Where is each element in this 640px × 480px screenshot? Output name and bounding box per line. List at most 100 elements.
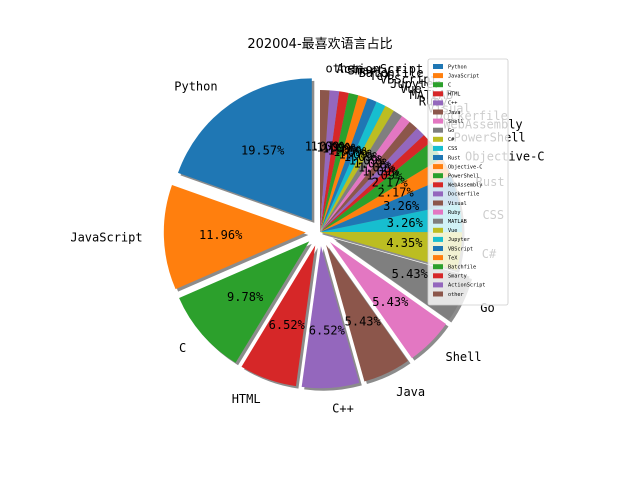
legend-label-vbscript: VBScript [448,246,473,252]
slice-label-c: C++ [332,402,354,416]
legend-label-java: Java [448,110,461,116]
legend-label-html: HTML [448,92,461,98]
slice-percent-visual: 1.09% [358,160,395,174]
legend-swatch-visual [433,200,443,206]
legend-label-css: CSS [448,146,457,152]
legend-swatch-smarty [433,273,443,279]
legend-label-shell: Shell [448,119,464,125]
slice-label-vue: Vue [400,82,422,96]
legend-swatch-dockerfile [433,191,443,197]
legend-label-visual: Visual [448,201,467,207]
legend-label-actionscript: ActionScript [448,283,485,289]
slice-percent-shell: 5.43% [372,295,409,309]
slice-percent-tex: 1.09% [328,143,365,157]
slice-label-tex: TeX [369,69,391,83]
slice-percent-webassembly: 1.09% [366,169,403,183]
pie-slice-python [177,78,312,221]
legend-swatch-vue [433,227,443,233]
slice-percent-ruby: 1.09% [353,157,390,171]
legend-label-c: C [448,83,451,89]
slice-percent-powershell: 2.17% [372,175,409,189]
slice-label-html: HTML [232,392,261,406]
slice-label-c: C [179,341,186,355]
pie-slice-rust [320,175,460,232]
pie-slice-c [179,241,310,363]
legend-frame [427,58,509,306]
slice-percent-java: 5.43% [345,314,382,328]
legend-swatch-css [433,145,443,151]
pie-slice-other [320,90,330,232]
legend-label-ruby: Ruby [448,210,461,216]
pie-slice-visual [320,121,418,232]
legend-swatch-objective-c [433,164,443,170]
slice-percent-c: 6.52% [309,324,346,338]
pie-slice-javascript [163,184,306,290]
slice-label-actionscript: ActionScript [337,62,424,76]
pie-slice-vue [320,105,394,232]
pie-slice-powershell [320,142,442,232]
legend-swatch-c [433,100,443,106]
pie-slice-objective-c [320,158,451,232]
legend-swatch-batchfile [433,264,443,270]
pie-slice-ruby [320,116,410,232]
slice-percent-rust: 3.26% [383,199,420,213]
slice-label-python: Python [174,80,217,94]
slice-label-batchfile: Batchfile [359,66,424,80]
legend-swatch-actionscript [433,282,443,288]
slice-percent-css: 3.26% [387,216,424,230]
legend-label-powershell: PowerShell [448,174,479,180]
slice-percent-objective-c: 2.17% [378,185,415,199]
slice-percent-smarty: 1.09% [316,141,353,155]
legend-label-tex: TeX [448,255,458,261]
chart-title: 202004-最喜欢语言占比 [247,37,392,52]
slice-percent-other: 1.07% [305,139,342,153]
legend-swatch-ruby [433,209,443,215]
legend-swatch-tex [433,255,443,261]
slice-percent-matlab: 1.09% [349,153,386,167]
slice-label-java: Java [396,385,425,399]
slice-percent-c: 4.35% [386,236,423,250]
legend-label-batchfile: Batchfile [448,265,476,271]
legend-label-c: C++ [448,101,457,107]
slice-percent-vbscript: 1.09% [333,145,370,159]
legend-label-jupyter: Jupyter [448,237,470,243]
legend-swatch-shell [433,118,443,124]
slice-label-smarty: Smarty [348,64,391,78]
slice-label-other: other [325,61,361,75]
legend-swatch-python [433,64,443,69]
legend-label-dockerfile: Dockerfile [448,192,479,198]
slice-percent-dockerfile: 1.09% [362,164,399,178]
legend-swatch-c [433,136,443,142]
slice-percent-html: 6.52% [269,318,306,332]
slice-label-vbscript: VBScript [380,73,438,87]
legend-swatch-go [433,127,443,133]
pie-slice-c [320,232,462,271]
pie-slice-jupyter [320,101,386,232]
legend-swatch-rust [433,155,443,160]
pie-slice-batchfile [320,92,359,232]
pie-slice-actionscript [320,90,340,232]
slice-percent-c: 9.78% [227,290,264,304]
legend-swatch-java [433,109,443,115]
legend-label-python: Python [448,64,467,70]
slice-percent-go: 5.43% [392,267,429,281]
legend-swatch-javascript [433,73,443,79]
slice-percent-python: 19.57% [241,143,285,157]
slice-percent-jupyter: 1.09% [339,148,376,162]
legend-label-matlab: MATLAB [448,219,467,225]
legend-swatch-jupyter [433,236,443,242]
legend-swatch-other [433,291,443,297]
pie-slice-html [241,245,316,387]
pie-slice-java [326,244,408,382]
legend-label-other: other [448,292,464,298]
slice-percent-vue: 1.09% [344,150,381,164]
legend-swatch-webassembly [433,182,443,188]
legend-label-go: Go [448,128,454,134]
legend-label-c: C# [448,137,455,143]
pie-slice-vbscript [320,98,377,232]
legend-label-smarty: Smarty [448,274,467,280]
legend-label-vue: Vue [448,228,457,234]
slice-percent-batchfile: 1.09% [322,142,359,156]
pie-slices [163,78,470,389]
